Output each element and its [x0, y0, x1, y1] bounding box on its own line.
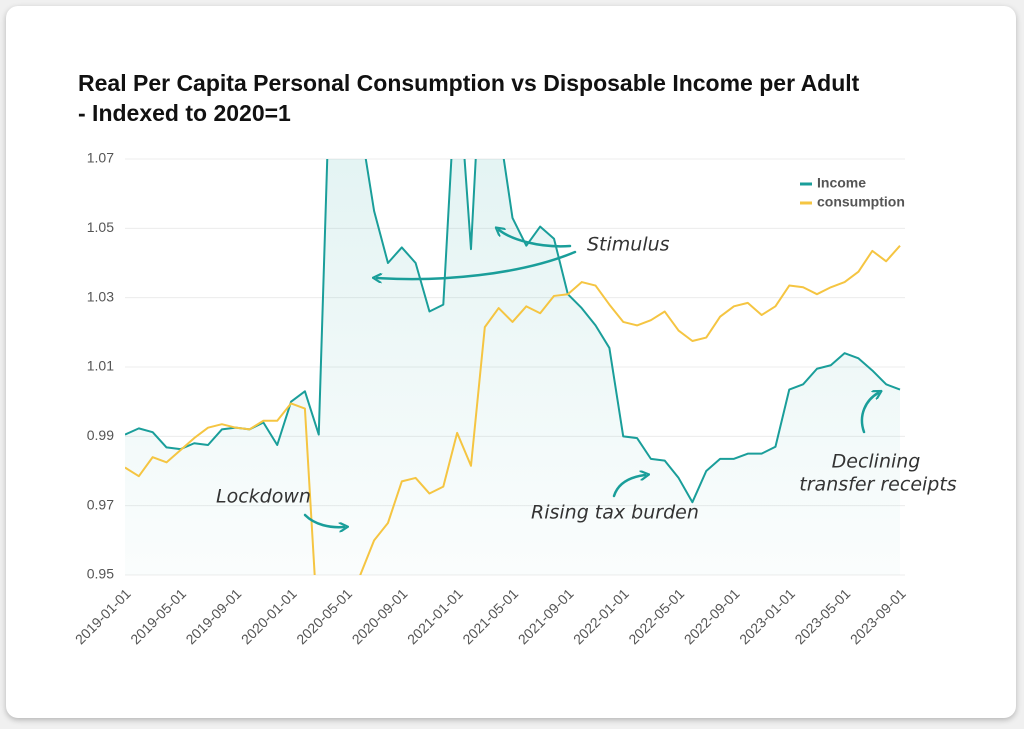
- arrow: [860, 393, 878, 434]
- line: [125, 245, 901, 575]
- x-tick-label: 2023-05-01: [791, 585, 853, 647]
- chart-title: Real Per Capita Personal Consumption vs …: [78, 70, 860, 126]
- annotation: Lockdown: [216, 486, 311, 508]
- legend-label: consumption: [817, 194, 905, 210]
- x-tick-label: 2023-01-01: [736, 585, 798, 647]
- y-tick-label: 1.03: [87, 288, 114, 304]
- x-tick-label: 2020-09-01: [349, 585, 411, 647]
- x-tick-label: 2021-09-01: [515, 585, 577, 647]
- x-tick-label: 2019-09-01: [182, 585, 244, 647]
- arrow: [377, 250, 577, 279]
- x-tick-label: 2022-01-01: [570, 585, 632, 647]
- y-tick-label: 0.99: [87, 427, 114, 443]
- x-tick-label: 2023-09-01: [847, 585, 909, 647]
- x-tick-label: 2019-05-01: [127, 585, 189, 647]
- x-tick-label: 2022-05-01: [625, 585, 687, 647]
- annotation: Stimulus: [587, 234, 670, 256]
- arrow: [499, 230, 572, 248]
- x-tick-label: 2019-01-01: [72, 585, 134, 647]
- arrow: [612, 475, 645, 498]
- arrow: [303, 513, 344, 527]
- annotation: Rising tax burden: [531, 502, 699, 524]
- annotation: Declining: [832, 451, 921, 473]
- x-tick-label: 2021-01-01: [404, 585, 466, 647]
- x-tick-label: 2020-05-01: [293, 585, 355, 647]
- y-tick-label: 0.95: [87, 566, 114, 582]
- x-tick-label: 2021-05-01: [459, 585, 521, 647]
- y-tick-label: 1.07: [87, 150, 114, 166]
- x-tick-label: 2022-09-01: [681, 585, 743, 647]
- y-tick-label: 1.01: [87, 358, 114, 374]
- annotation: transfer receipts: [799, 474, 957, 496]
- legend-label: Income: [817, 175, 866, 191]
- y-tick-label: 1.05: [87, 219, 114, 235]
- x-tick-label: 2020-01-01: [238, 585, 300, 647]
- y-tick-label: 0.97: [87, 496, 114, 512]
